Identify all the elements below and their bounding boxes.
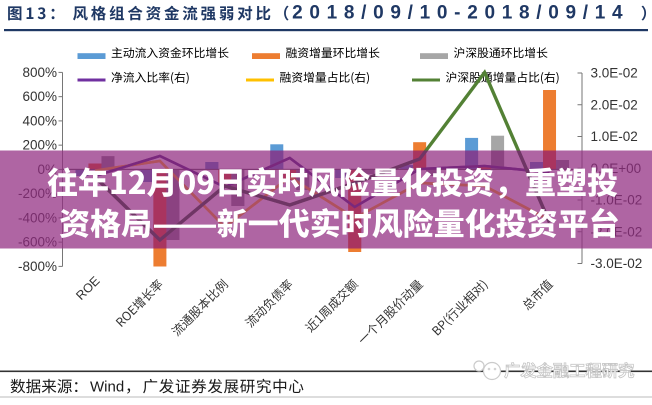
svg-text:2.0E-02: 2.0E-02 [591, 97, 638, 112]
svg-text:3.0E-02: 3.0E-02 [591, 66, 638, 81]
svg-text:-800%: -800% [18, 259, 57, 274]
svg-text:600%: 600% [22, 89, 57, 104]
svg-text:1.0E-02: 1.0E-02 [591, 129, 638, 144]
svg-text:400%: 400% [22, 113, 57, 128]
svg-text:200%: 200% [22, 138, 57, 153]
svg-text:2018/09/10-2018/09/14: 2018/09/10-2018/09/14 [292, 3, 629, 24]
svg-text:-3.0E-02: -3.0E-02 [591, 256, 643, 271]
svg-text:Wind: Wind [90, 379, 124, 396]
svg-text:800%: 800% [22, 65, 57, 80]
